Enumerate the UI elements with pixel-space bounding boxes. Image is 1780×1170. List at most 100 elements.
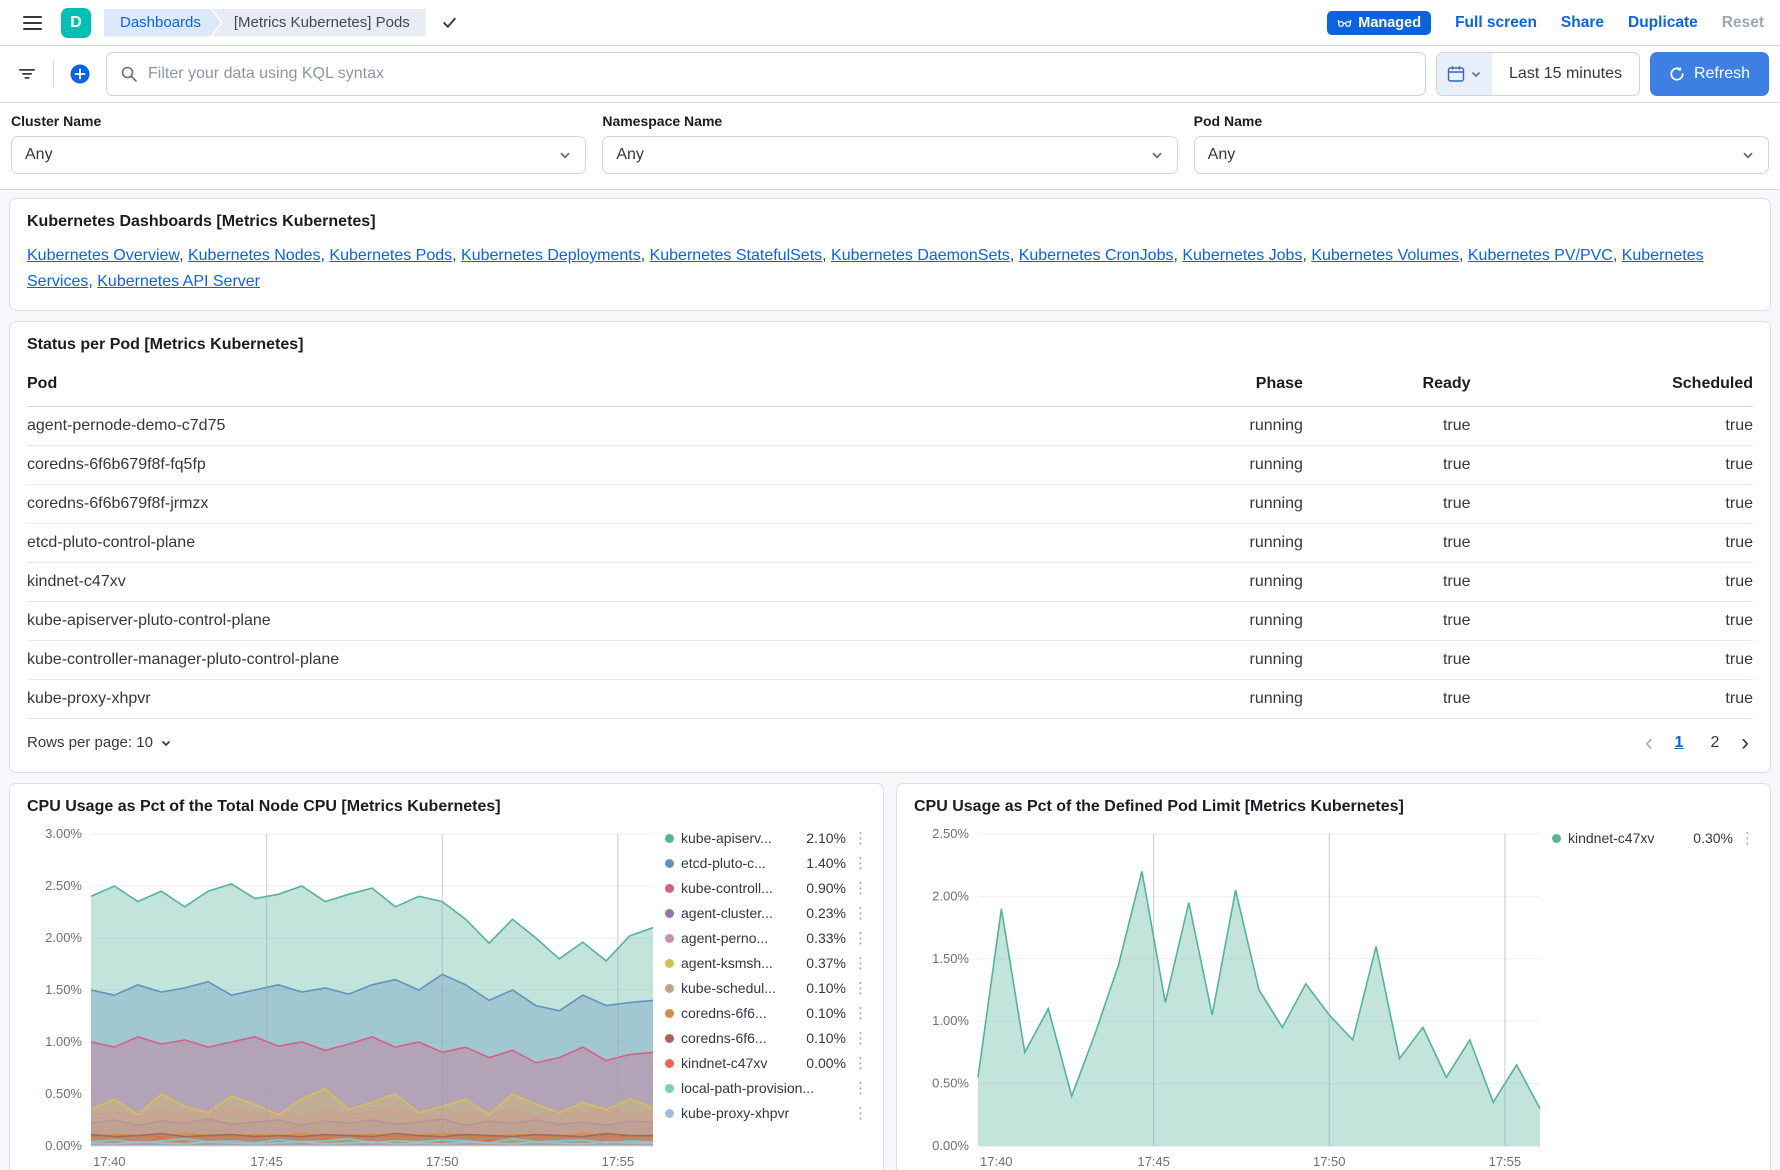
series-label: agent-ksmsh... — [681, 955, 773, 972]
table-cell: true — [1470, 601, 1753, 641]
table-row: kube-controller-manager-pluto-control-pl… — [27, 640, 1753, 680]
column-header: Phase — [1116, 361, 1303, 407]
series-label: kube-schedul... — [681, 980, 776, 997]
legend-item[interactable]: local-path-provision... ⋮ — [665, 1076, 868, 1101]
rows-per-page-button[interactable]: Rows per page: 10 — [27, 734, 172, 751]
dashboard-link[interactable]: Kubernetes Deployments — [461, 247, 641, 264]
dashboard-link[interactable]: Kubernetes PV/PVC — [1467, 247, 1613, 264]
managed-badge[interactable]: Managed — [1327, 10, 1432, 35]
kql-search-input[interactable] — [148, 65, 1413, 83]
series-menu-icon[interactable]: ⋮ — [853, 880, 868, 898]
legend-item[interactable]: kindnet-c47xv 0.30% ⋮ — [1552, 826, 1755, 851]
legend-item[interactable]: kube-schedul... 0.10% ⋮ — [665, 976, 868, 1001]
duplicate-button[interactable]: Duplicate — [1628, 13, 1698, 31]
series-menu-icon[interactable]: ⋮ — [853, 930, 868, 948]
series-menu-icon[interactable]: ⋮ — [853, 905, 868, 923]
legend-item[interactable]: agent-perno... 0.33% ⋮ — [665, 926, 868, 951]
series-label: coredns-6f6... — [681, 1030, 767, 1047]
table-cell: running — [1116, 562, 1303, 602]
chart-body: 0.00% 0.50% 1.00% 1.50% 2.00% 2.50% 17:40 17:45… — [914, 820, 1755, 1170]
dashboard-content: Kubernetes Dashboards [Metrics Kubernete… — [0, 190, 1780, 1170]
refresh-button[interactable]: Refresh — [1649, 52, 1769, 96]
table-cell: etcd-pluto-control-plane — [27, 523, 1117, 563]
series-menu-icon[interactable]: ⋮ — [853, 1030, 868, 1048]
previous-page-icon[interactable]: ‹ — [1641, 730, 1657, 755]
dashboard-link[interactable]: Kubernetes StatefulSets — [649, 247, 823, 264]
series-menu-icon[interactable]: ⋮ — [853, 955, 868, 973]
series-menu-icon[interactable]: ⋮ — [853, 1055, 868, 1073]
series-color-dot — [665, 1058, 674, 1068]
legend-item[interactable]: agent-ksmsh... 0.37% ⋮ — [665, 951, 868, 976]
series-value: 0.23% — [806, 905, 846, 922]
series-label: etcd-pluto-c... — [681, 855, 766, 872]
series-label: local-path-provision... — [681, 1080, 815, 1097]
table-cell: true — [1302, 484, 1471, 524]
legend-item[interactable]: kindnet-c47xv 0.00% ⋮ — [665, 1051, 868, 1076]
svg-text:1.50%: 1.50% — [45, 982, 82, 997]
svg-text:2.50%: 2.50% — [45, 878, 82, 893]
table-cell: true — [1470, 445, 1753, 485]
series-menu-icon[interactable]: ⋮ — [853, 1080, 868, 1098]
reset-button[interactable]: Reset — [1721, 13, 1764, 31]
legend-item[interactable]: etcd-pluto-c... 1.40% ⋮ — [665, 851, 868, 876]
table-cell: true — [1302, 640, 1471, 680]
series-menu-icon[interactable]: ⋮ — [1740, 830, 1755, 848]
full-screen-button[interactable]: Full screen — [1455, 13, 1537, 31]
next-page-icon[interactable]: › — [1737, 730, 1753, 755]
top-navigation-bar: D Dashboards [Metrics Kubernetes] Pods M… — [0, 0, 1780, 46]
series-menu-icon[interactable]: ⋮ — [853, 1005, 868, 1023]
dashboard-link[interactable]: Kubernetes Volumes — [1311, 247, 1459, 264]
legend-item[interactable]: kube-apiserv... 2.10% ⋮ — [665, 826, 868, 851]
series-menu-icon[interactable]: ⋮ — [853, 830, 868, 848]
series-label: kube-apiserv... — [681, 830, 772, 847]
namespace-name-select[interactable]: Any — [602, 136, 1178, 174]
dashboard-link[interactable]: Kubernetes Pods — [329, 247, 453, 264]
charts-row: CPU Usage as Pct of the Total Node CPU [… — [9, 782, 1771, 1170]
page-button-1[interactable]: 1 — [1665, 728, 1693, 758]
dashboard-link[interactable]: Kubernetes DaemonSets — [831, 247, 1010, 264]
pod-name-select[interactable]: Any — [1193, 136, 1769, 174]
page-button-2[interactable]: 2 — [1701, 728, 1729, 758]
time-range-value[interactable]: Last 15 minutes — [1509, 65, 1622, 82]
dashboard-link[interactable]: Kubernetes Overview — [27, 247, 180, 264]
table-header: Pod Phase Ready Scheduled — [27, 361, 1753, 407]
series-menu-icon[interactable]: ⋮ — [853, 855, 868, 873]
series-value: 0.90% — [806, 880, 846, 897]
table-cell: true — [1302, 523, 1471, 563]
legend-item[interactable]: coredns-6f6... 0.10% ⋮ — [665, 1026, 868, 1051]
space-avatar[interactable]: D — [61, 7, 91, 38]
series-value: 0.10% — [806, 1005, 846, 1022]
dashboard-link[interactable]: Kubernetes CronJobs — [1018, 247, 1174, 264]
series-color-dot — [665, 1033, 674, 1043]
column-header: Scheduled — [1470, 361, 1753, 407]
legend-item[interactable]: kube-proxy-xhpvr ⋮ — [665, 1101, 868, 1126]
cluster-name-select[interactable]: Any — [11, 136, 587, 174]
breadcrumb-dashboards[interactable]: Dashboards — [104, 9, 221, 37]
legend-item[interactable]: coredns-6f6... 0.10% ⋮ — [665, 1001, 868, 1026]
series-menu-icon[interactable]: ⋮ — [853, 980, 868, 998]
filter-icon[interactable] — [11, 58, 43, 90]
dashboard-link[interactable]: Kubernetes Jobs — [1182, 247, 1303, 264]
series-color-dot — [665, 1083, 674, 1093]
kql-search-box[interactable] — [106, 52, 1427, 96]
dashboard-link[interactable]: Kubernetes API Server — [97, 273, 261, 291]
chart-canvas[interactable]: 0.00% 0.50% 1.00% 1.50% 2.00% 2.50% 3.00% 17:40… — [27, 820, 661, 1170]
chart-legend: kube-apiserv... 2.10% ⋮ etcd-pluto-c... 1.40… — [661, 820, 868, 1170]
add-filter-icon[interactable] — [64, 58, 96, 90]
chevron-down-icon — [1470, 68, 1482, 80]
svg-text:17:50: 17:50 — [426, 1154, 459, 1169]
calendar-button[interactable] — [1437, 53, 1493, 95]
series-menu-icon[interactable]: ⋮ — [853, 1105, 868, 1123]
dashboard-link[interactable]: Kubernetes Nodes — [187, 247, 321, 264]
chart-canvas[interactable]: 0.00% 0.50% 1.00% 1.50% 2.00% 2.50% 17:40 17:45… — [914, 820, 1548, 1170]
svg-text:17:45: 17:45 — [1137, 1154, 1170, 1169]
menu-icon[interactable] — [16, 7, 48, 39]
kubernetes-dashboards-panel: Kubernetes Dashboards [Metrics Kubernete… — [9, 198, 1771, 311]
chevron-down-icon — [160, 737, 172, 749]
dashboard-link[interactable]: Kubernetes Services — [27, 247, 1704, 291]
chevron-down-icon — [1150, 148, 1164, 162]
share-button[interactable]: Share — [1560, 13, 1605, 31]
legend-item[interactable]: kube-controll... 0.90% ⋮ — [665, 876, 868, 901]
legend-item[interactable]: agent-cluster... 0.23% ⋮ — [665, 901, 868, 926]
